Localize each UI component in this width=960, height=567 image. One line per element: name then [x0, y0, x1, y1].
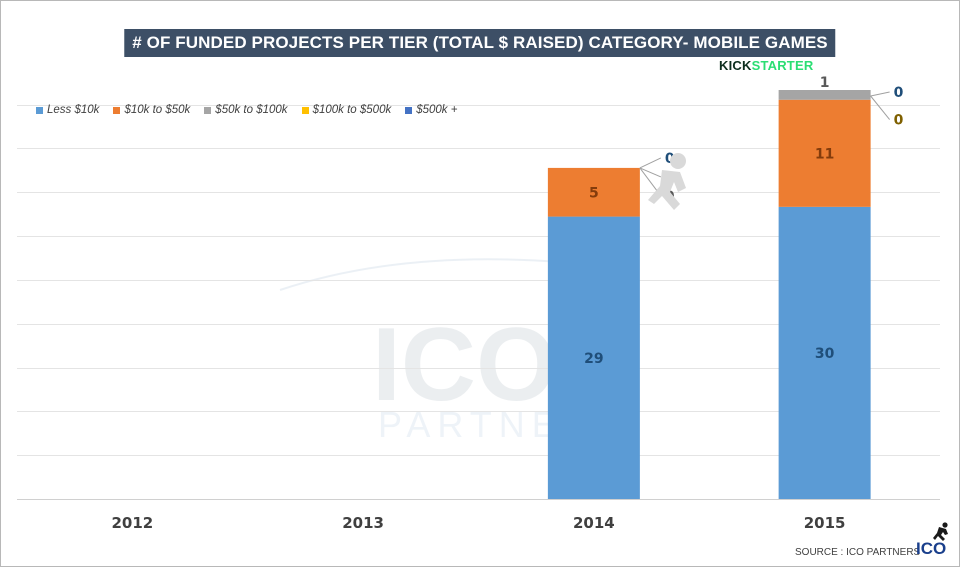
legend-item: $100k to $500k: [301, 104, 392, 116]
data-label: 0: [894, 113, 904, 129]
x-tick-label: 2012: [112, 514, 154, 532]
data-label: 5: [589, 185, 599, 201]
brand-part1: KICK: [719, 58, 752, 73]
watermark-text-main: ICO: [372, 307, 557, 423]
ico-runner-icon: [933, 522, 948, 541]
brand-part2: STARTER: [751, 58, 814, 73]
legend: Less $10k $10k to $50k $50k to $100k $100k …: [36, 104, 457, 116]
running-figure-icon: [648, 153, 686, 210]
legend-swatch: [113, 106, 121, 114]
data-label: 11: [815, 146, 834, 162]
legend-item: Less $10k: [36, 104, 99, 116]
bars: [547, 90, 871, 499]
leader-line: [639, 157, 662, 169]
legend-item: $50k to $100k: [204, 104, 288, 116]
data-label: 30: [815, 346, 835, 362]
legend-label: $10k to $50k: [124, 104, 191, 116]
x-tick-label: 2015: [804, 514, 846, 532]
kickstarter-logo: KICKSTARTER: [719, 58, 813, 73]
bar-segment: [778, 90, 871, 100]
bar-segment: [778, 99, 871, 207]
legend-swatch: [405, 106, 413, 114]
legend-label: $500k +: [416, 104, 458, 116]
source-note: SOURCE : ICO PARTNERS: [795, 547, 921, 558]
data-label: 29: [584, 351, 603, 367]
legend-swatch: [36, 106, 43, 114]
ico-logo: ICO: [916, 539, 947, 558]
chart-title: # OF FUNDED PROJECTS PER TIER (TOTAL $ R…: [124, 29, 836, 57]
data-label: 0: [665, 151, 675, 167]
bar-segment: [547, 216, 640, 499]
leader-line: [870, 95, 891, 120]
x-axis: 2012 2013 2014 2015: [112, 514, 846, 532]
x-tick-label: 2013: [342, 514, 384, 532]
legend-item: $10k to $50k: [113, 104, 190, 116]
legend-item: $500k +: [405, 104, 457, 116]
data-label: 1: [820, 75, 830, 91]
x-tick-label: 2014: [573, 514, 615, 532]
watermark-arc: [279, 258, 561, 291]
data-label: 0: [894, 85, 904, 101]
leader-line: [639, 167, 662, 178]
leader-line: [870, 91, 890, 97]
bar-segment: [778, 206, 871, 499]
legend-label: Less $10k: [47, 104, 100, 116]
legend-label: $50k to $100k: [215, 104, 288, 116]
legend-swatch: [204, 106, 212, 114]
legend-swatch: [301, 106, 309, 114]
legend-label: $100k to $500k: [312, 104, 392, 116]
bar-segment: [547, 167, 640, 217]
watermark: ICO PARTNERS: [279, 258, 620, 445]
